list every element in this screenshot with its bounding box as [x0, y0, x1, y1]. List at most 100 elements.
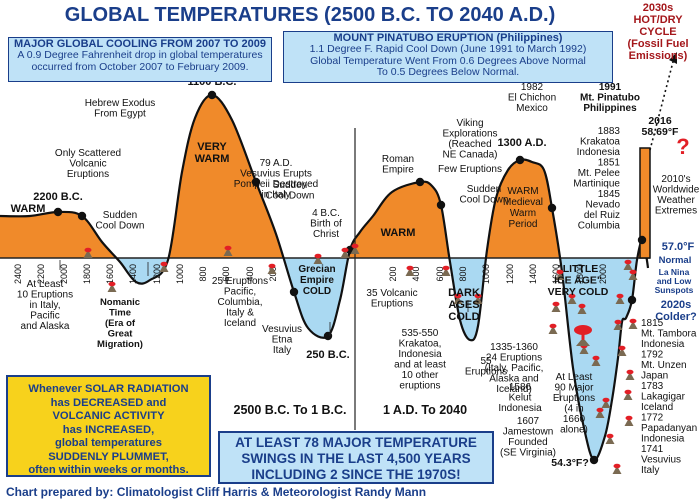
- volcano-icon: [601, 397, 611, 408]
- chart-credit: Chart prepared by: Climatologist Cliff H…: [6, 485, 427, 499]
- x-tick-text: 200: [388, 266, 398, 281]
- x-tick-text: 2000: [598, 264, 608, 284]
- fossil-note-line: CYCLE: [639, 26, 677, 38]
- major-eruption-icon: [574, 325, 592, 346]
- x-tick-label: 800: [198, 266, 208, 281]
- event-marker: [627, 295, 637, 305]
- fossil-note-line: HOT/DRY: [633, 14, 683, 26]
- x-tick-label: 1400: [128, 264, 138, 284]
- x-tick-text: 1800: [82, 264, 92, 284]
- x-tick-label: 200: [388, 266, 398, 281]
- x-tick-label: 2000: [598, 264, 608, 284]
- event-marker: [637, 235, 647, 245]
- annotation-label: 1815 Mt. Tambora Indonesia 1792 Mt. Unzen Jap…: [641, 318, 697, 476]
- volcano-icon: [473, 293, 483, 304]
- volcano-icon: [613, 319, 623, 330]
- x-tick-label: 2400: [13, 264, 23, 284]
- annotation-label: Vesuvius Etna Italy: [262, 324, 302, 356]
- solar-note-line: often within weeks or months.: [28, 464, 189, 476]
- solar-volcanic-note-box: Whenever SOLAR RADIATION has DECREASED a…: [6, 375, 211, 477]
- warm-area: [0, 94, 648, 258]
- annotation-label: ?: [676, 134, 689, 159]
- volcano-icon: [453, 293, 463, 304]
- solar-note-line: has INCREASED,: [62, 423, 155, 436]
- x-tick-text: 1200: [505, 264, 515, 284]
- volcano-icon: [625, 369, 635, 380]
- pinatubo-note-box: MOUNT PINATUBO ERUPTION (Philippines) 1.…: [283, 31, 613, 83]
- volcano-icon: [595, 407, 605, 418]
- x-tick-label: 800: [458, 266, 468, 281]
- volcano-icon: [350, 243, 360, 254]
- volcano-icon: [623, 389, 633, 400]
- volcano-icon: [555, 269, 565, 280]
- swings-note-line: SWINGS IN THE LAST 4,500 YEARS: [241, 451, 471, 466]
- cold-area: [0, 258, 648, 461]
- volcano-icon: [567, 293, 577, 304]
- x-tick-label: 1800: [575, 264, 585, 284]
- volcano-icon: [623, 259, 633, 270]
- x-tick-label: 1600: [105, 264, 115, 284]
- x-tick-text: 600: [435, 266, 445, 281]
- annotation-label: Sudden Cool Down: [460, 184, 509, 206]
- annotation-label: 535-550 Krakatoa, Indonesia and at least 10 …: [394, 328, 446, 392]
- annotation-label: 1883 Krakatoa Indonesia 1851 Mt. Pelee Martin…: [573, 126, 620, 232]
- volcano-icon: [628, 269, 638, 280]
- x-tick-label: 400: [245, 266, 255, 281]
- x-tick-label: 1200: [152, 264, 162, 284]
- zone-label: DARK AGES COLD: [448, 287, 480, 323]
- volcano-icon: [441, 265, 451, 276]
- spike-bar-2016: [639, 147, 651, 259]
- projection-arrow-icon: [669, 52, 677, 64]
- volcano-icon: [617, 345, 627, 356]
- swings-note-line: INCLUDING 2 SINCE THE 1970S!: [251, 467, 461, 482]
- peak-label: 250 B.C.: [306, 349, 349, 361]
- x-tick-text: 1200: [152, 264, 162, 284]
- volcano-icon: [628, 318, 638, 329]
- annotation-label: 25 Eruptions Pacific, Columbia, Italy & Icel…: [212, 276, 268, 329]
- event-marker: [207, 90, 217, 100]
- x-tick-text: 1000: [481, 264, 491, 284]
- fossil-fuel-note: 2030s HOT/DRY CYCLE (Fossil Fuel Emissio…: [617, 2, 699, 62]
- x-tick-text: 1600: [551, 264, 561, 284]
- x-tick-label: 1600: [551, 264, 561, 284]
- volcano-icon: [267, 263, 277, 274]
- annotation-label: Hebrew Exodus From Egypt: [85, 98, 156, 120]
- annotation-label: Roman Empire: [382, 154, 414, 176]
- volcano-icon: [548, 323, 558, 334]
- pinatubo-note-line: 1.1 Degree F. Rapid Cool Down (June 1991…: [309, 43, 587, 55]
- event-marker: [547, 203, 557, 213]
- volcano-icon: [313, 253, 323, 264]
- solar-note-line: has DECREASED and: [50, 396, 167, 409]
- event-marker: [77, 211, 87, 221]
- annotation-label: Normal: [659, 255, 692, 266]
- x-tick-label: 1400: [528, 264, 538, 284]
- cooling-note-line: A 0.9 Degree Fahrenheit drop in global t…: [17, 49, 263, 61]
- annotation-label: 79 A.D. Vesuvius Erupts Pompeii Destroyed i…: [234, 158, 318, 201]
- annotation-label: Viking Explorations (Reached NE Canada): [442, 118, 497, 161]
- volcano-icon: [340, 247, 350, 258]
- x-tick-text: 1400: [528, 264, 538, 284]
- fossil-note-line: (Fossil Fuel: [627, 38, 689, 50]
- era-label: 1 A.D. To 2040: [383, 403, 467, 417]
- x-tick-text: 400: [245, 266, 255, 281]
- volcano-icon: [605, 433, 615, 444]
- peak-label: 2200 B.C.: [33, 191, 83, 203]
- x-tick-label: 1000: [481, 264, 491, 284]
- annotation-label: 55 Eruptions: [465, 356, 507, 378]
- pinatubo-note-line: Global Temperature Went From 0.6 Degrees…: [310, 54, 586, 67]
- x-tick-label: 2000: [59, 264, 69, 284]
- event-marker: [289, 287, 299, 297]
- volcano-icon: [83, 247, 93, 258]
- event-marker: [436, 200, 446, 210]
- swings-note-line: AT LEAST 78 MAJOR TEMPERATURE: [235, 435, 477, 450]
- annotation-label: At Least 10 Eruptions in Italy, Pacific and …: [17, 279, 73, 332]
- event-marker: [323, 331, 333, 341]
- volcano-icon: [551, 301, 561, 312]
- solar-note-line: Whenever SOLAR RADIATION: [28, 383, 189, 395]
- x-tick-label: 1800: [82, 264, 92, 284]
- annotation-label: 4 B.C. Birth of Christ: [310, 208, 342, 240]
- annotation-label: At Least 90 Major Eruptions (4 in 1660 alone): [553, 372, 595, 436]
- cooling-note-line: occurred from October 2007 to February 2…: [31, 60, 249, 73]
- volcano-icon: [107, 281, 117, 292]
- solar-note-line: SUDDENLY PLUMMET,: [48, 450, 169, 463]
